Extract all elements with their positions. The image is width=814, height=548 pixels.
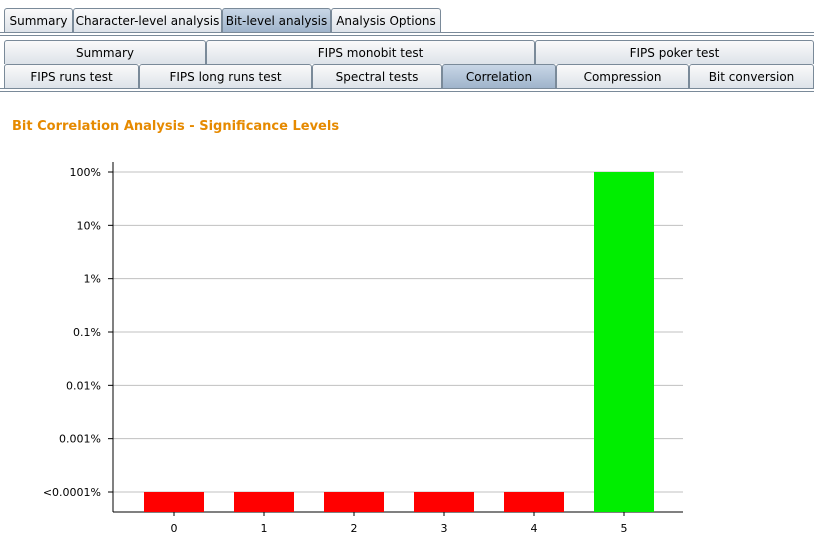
subtab-fips-monobit-test[interactable]: FIPS monobit test bbox=[206, 40, 535, 64]
sub-tab-row-2: FIPS runs test FIPS long runs test Spect… bbox=[0, 64, 814, 88]
bar bbox=[144, 492, 204, 512]
x-tick-label: 2 bbox=[351, 522, 358, 535]
y-tick-label: 0.01% bbox=[66, 379, 101, 392]
subtab-fips-runs-test[interactable]: FIPS runs test bbox=[4, 64, 139, 88]
x-tick-label: 5 bbox=[621, 522, 628, 535]
y-tick-label: 0.001% bbox=[59, 433, 101, 446]
bar bbox=[414, 492, 474, 512]
bar bbox=[594, 172, 654, 512]
x-tick-label: 4 bbox=[531, 522, 538, 535]
main-tab-divider bbox=[0, 32, 814, 33]
y-tick-label: 0.1% bbox=[73, 326, 101, 339]
y-tick-label: <0.0001% bbox=[43, 486, 101, 499]
bar bbox=[504, 492, 564, 512]
subtab-summary[interactable]: Summary bbox=[4, 40, 206, 64]
main-tab-row: Summary Character-level analysis Bit-lev… bbox=[0, 8, 814, 32]
subtab-bit-conversion[interactable]: Bit conversion bbox=[689, 64, 814, 88]
tab-analysis-options[interactable]: Analysis Options bbox=[331, 8, 441, 32]
chart-title: Bit Correlation Analysis - Significance … bbox=[12, 119, 340, 134]
sub-tab-divider bbox=[0, 88, 814, 89]
x-tick-label: 0 bbox=[171, 522, 178, 535]
tab-character-level-analysis[interactable]: Character-level analysis bbox=[73, 8, 222, 32]
y-tick-label: 10% bbox=[77, 219, 101, 232]
x-tick-label: 3 bbox=[441, 522, 448, 535]
main-tab-divider-2 bbox=[0, 35, 814, 36]
subtab-fips-poker-test[interactable]: FIPS poker test bbox=[535, 40, 814, 64]
bar bbox=[324, 492, 384, 512]
tab-summary[interactable]: Summary bbox=[4, 8, 73, 32]
sub-tab-row-1: Summary FIPS monobit test FIPS poker tes… bbox=[0, 40, 814, 64]
y-tick-label: 1% bbox=[84, 273, 101, 286]
tab-bit-level-analysis[interactable]: Bit-level analysis bbox=[222, 8, 331, 32]
subtab-compression[interactable]: Compression bbox=[556, 64, 689, 88]
subtab-fips-long-runs-test[interactable]: FIPS long runs test bbox=[139, 64, 312, 88]
y-tick-label: 100% bbox=[70, 166, 101, 179]
subtab-spectral-tests[interactable]: Spectral tests bbox=[312, 64, 442, 88]
x-tick-label: 1 bbox=[261, 522, 268, 535]
subtab-correlation[interactable]: Correlation bbox=[442, 64, 556, 88]
sub-tab-divider-2 bbox=[0, 91, 814, 92]
bar bbox=[234, 492, 294, 512]
